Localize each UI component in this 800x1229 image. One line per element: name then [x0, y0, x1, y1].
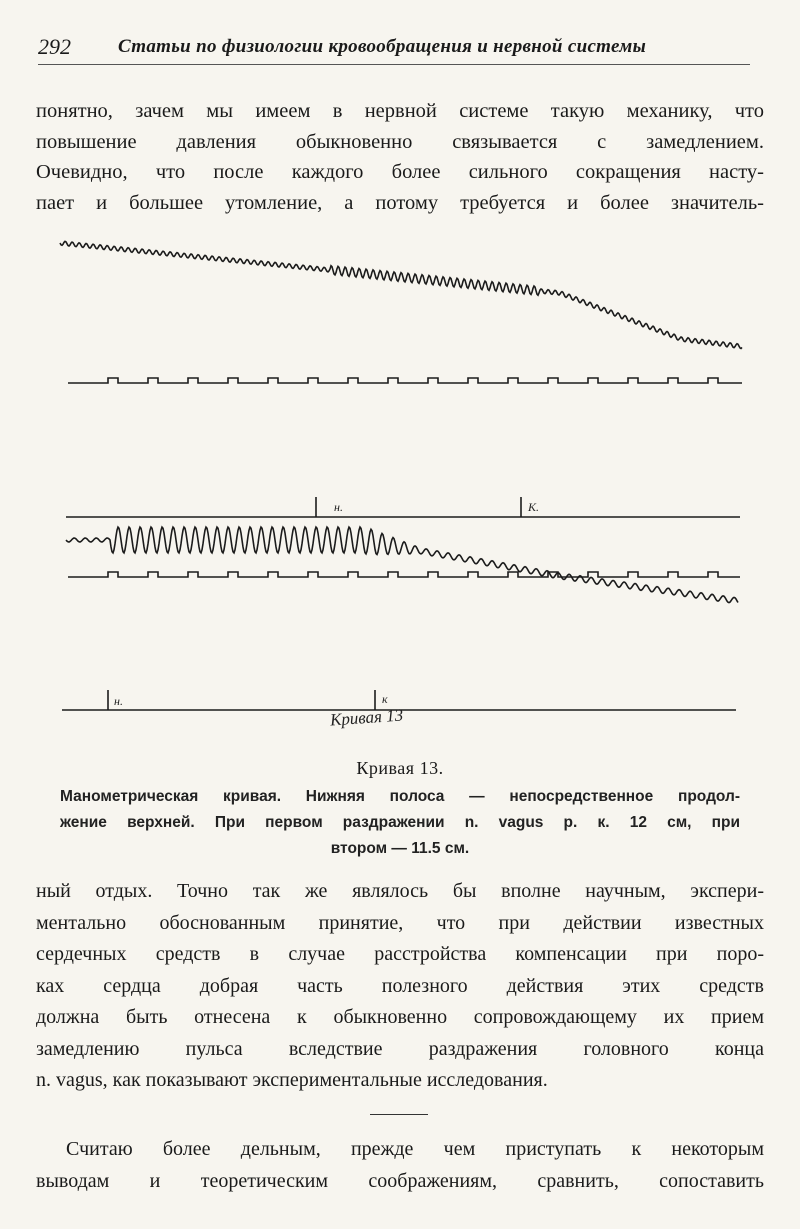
text-line: ный отдых. Точно так же являлось бы впол…: [36, 880, 764, 902]
text-line: повышение давления обыкновенно связывает…: [36, 130, 764, 153]
text-line: должна быть отнесена к обыкновенно сопро…: [36, 1006, 764, 1028]
figure-caption: Манометрическая кривая. Нижняя полоса — …: [60, 784, 740, 862]
caption-line: втором — 11.5 см.: [330, 840, 470, 857]
caption-line: Манометрическая кривая. Нижняя полоса — …: [60, 788, 740, 805]
time-marker-line-upper: [68, 377, 742, 384]
running-header: 292 Статьи по физиологии кровообращения …: [38, 32, 750, 65]
stimulus-label-end-1: К.: [528, 500, 539, 514]
text-line: замедлению пульса вследствие раздражения…: [36, 1037, 764, 1060]
handwritten-figure-label: Кривая 13: [329, 705, 404, 730]
text-line: ках сердца добрая часть полезного действ…: [36, 974, 764, 997]
text-line: выводам и теоретическим соображениям, ср…: [36, 1169, 764, 1192]
pressure-trace-upper: [59, 240, 743, 350]
text-line: понятно, зачем мы имеем в нервной систем…: [36, 100, 764, 122]
middle-paragraph: ный отдых. Точно так же являлось бы впол…: [36, 876, 764, 1097]
text-line: n. vagus, как показывают экспериментальн…: [36, 1069, 548, 1091]
caption-line: жение верхней. При первом раздражении n.…: [60, 814, 740, 831]
text-line: Считаю более дельным, прежде чем приступ…: [66, 1138, 764, 1160]
pressure-trace-lower: [65, 525, 739, 604]
text-line: пает и большее утомление, а потому требу…: [36, 191, 764, 214]
text-line: Очевидно, что после каждого более сильно…: [36, 161, 764, 183]
top-paragraph: понятно, зачем мы имеем в нервной систем…: [36, 96, 764, 218]
page-number: 292: [38, 34, 71, 59]
text-line: сердечных средств в случае расстройства …: [36, 943, 764, 965]
section-separator: [370, 1114, 428, 1115]
figure-title: Кривая 13.: [356, 758, 444, 778]
running-title: Статьи по физиологии кровообращения и не…: [118, 36, 647, 57]
stimulus-label-start-2: н.: [114, 694, 123, 708]
time-marker-line-lower: [68, 571, 740, 578]
text-line: ментально обоснованным принятие, что при…: [36, 911, 764, 934]
stimulus-label-end-2: к: [382, 692, 388, 706]
bottom-paragraph: Считаю более дельным, прежде чем приступ…: [36, 1134, 764, 1197]
stimulus-label-start-1: н.: [334, 500, 343, 514]
